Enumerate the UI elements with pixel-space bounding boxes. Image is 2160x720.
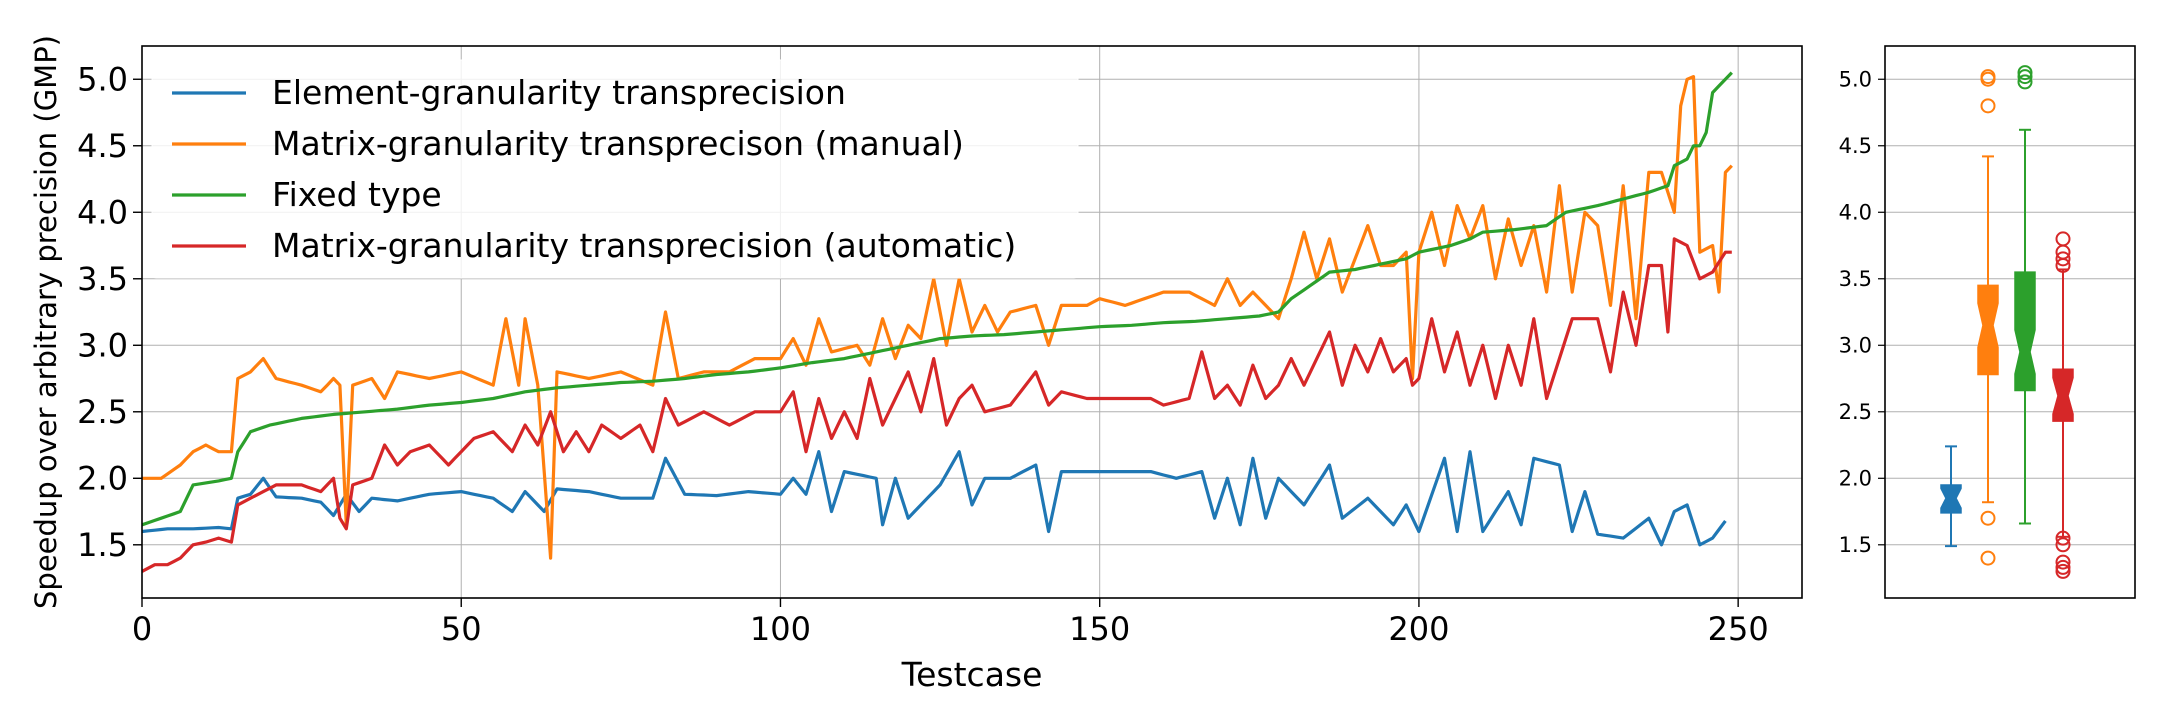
box-body [2014,271,2036,392]
y-ticks: 1.5 2.0 2.5 3.0 3.5 4.0 4.5 5.0 [77,60,142,564]
y-tick-label: 3.0 [1839,333,1872,357]
y-tick-label: 3.5 [1839,267,1872,291]
outlier-point [2017,74,2033,90]
y-tick-label: 4.0 [77,193,128,231]
outlier-point [1980,510,1996,526]
outlier-point [2055,251,2071,267]
x-tick-label: 0 [132,610,152,648]
y-tick-label: 3.5 [77,260,128,298]
plot-frame [1884,45,2136,599]
legend-entry-1: Element-granularity transprecision [272,73,846,112]
outlier-point [2017,65,2033,81]
box-body [1940,484,1962,514]
x-axis-label: Testcase [901,655,1043,694]
y-tick-label: 2.0 [77,459,128,497]
x-tick-label: 200 [1388,610,1449,648]
y-tick-label: 5.0 [77,60,128,98]
x-tick-label: 100 [750,610,811,648]
y-tick-label: 3.0 [77,326,128,364]
box-plot: 1.5 2.0 2.5 3.0 3.5 4.0 4.5 5.0 [1839,45,2136,599]
y-tick-label: 4.5 [77,127,128,165]
box-4 [2052,231,2074,579]
y-tick-label: 5.0 [1839,67,1872,91]
y-tick-label: 4.0 [1839,200,1872,224]
outlier-point [2055,231,2071,247]
boxes [1940,65,2074,579]
series-line-3 [141,71,1733,527]
y-tick-label: 1.5 [77,526,128,564]
outlier-point [1980,550,1996,566]
y-ticks: 1.5 2.0 2.5 3.0 3.5 4.0 4.5 5.0 [1839,67,1885,557]
x-tick-label: 150 [1069,610,1130,648]
outlier-point [2017,69,2033,85]
plot-frame [141,45,1803,599]
legend-entry-4: Matrix-granularity transprecision (autom… [272,226,1016,265]
y-tick-label: 2.0 [1839,466,1872,490]
outlier-point [2055,530,2071,546]
series-line-1 [141,450,1727,547]
box-2 [1977,69,1999,566]
series-lines [141,71,1733,573]
box-3 [2014,65,2036,525]
legend-box [151,59,1079,279]
outlier-point [2055,563,2071,579]
series-line-2 [142,75,1733,560]
legend-entry-3: Fixed type [272,175,442,214]
line-chart: 0 50 100 150 200 250 1.5 2.0 2.5 3.0 3.5 4.0 4.5 5.0… [29,35,1803,694]
y-tick-label: 4.5 [1839,134,1872,158]
outlier-point [1980,98,1996,114]
y-tick-label: 2.5 [1839,400,1872,424]
legend: Element-granularity transprecision Matrix… [151,59,1079,279]
box-1 [1940,445,1962,548]
series-line-4 [141,237,1732,573]
x-tick-label: 250 [1708,610,1769,648]
outlier-point [2055,554,2071,570]
box-body [2052,368,2074,422]
gridlines [1885,78,2135,546]
y-tick-label: 2.5 [77,393,128,431]
y-tick-label: 1.5 [1839,533,1872,557]
legend-entry-2: Matrix-granularity transprecison (manual… [272,124,964,163]
outlier-point [2055,559,2071,575]
x-ticks: 0 50 100 150 200 250 [132,598,1769,648]
outlier-point [2055,537,2071,553]
outlier-point [1980,69,1996,85]
box-body [1977,284,1999,376]
x-tick-label: 50 [441,610,482,648]
y-axis-label: Speedup over arbitrary precision (GMP) [29,35,63,609]
